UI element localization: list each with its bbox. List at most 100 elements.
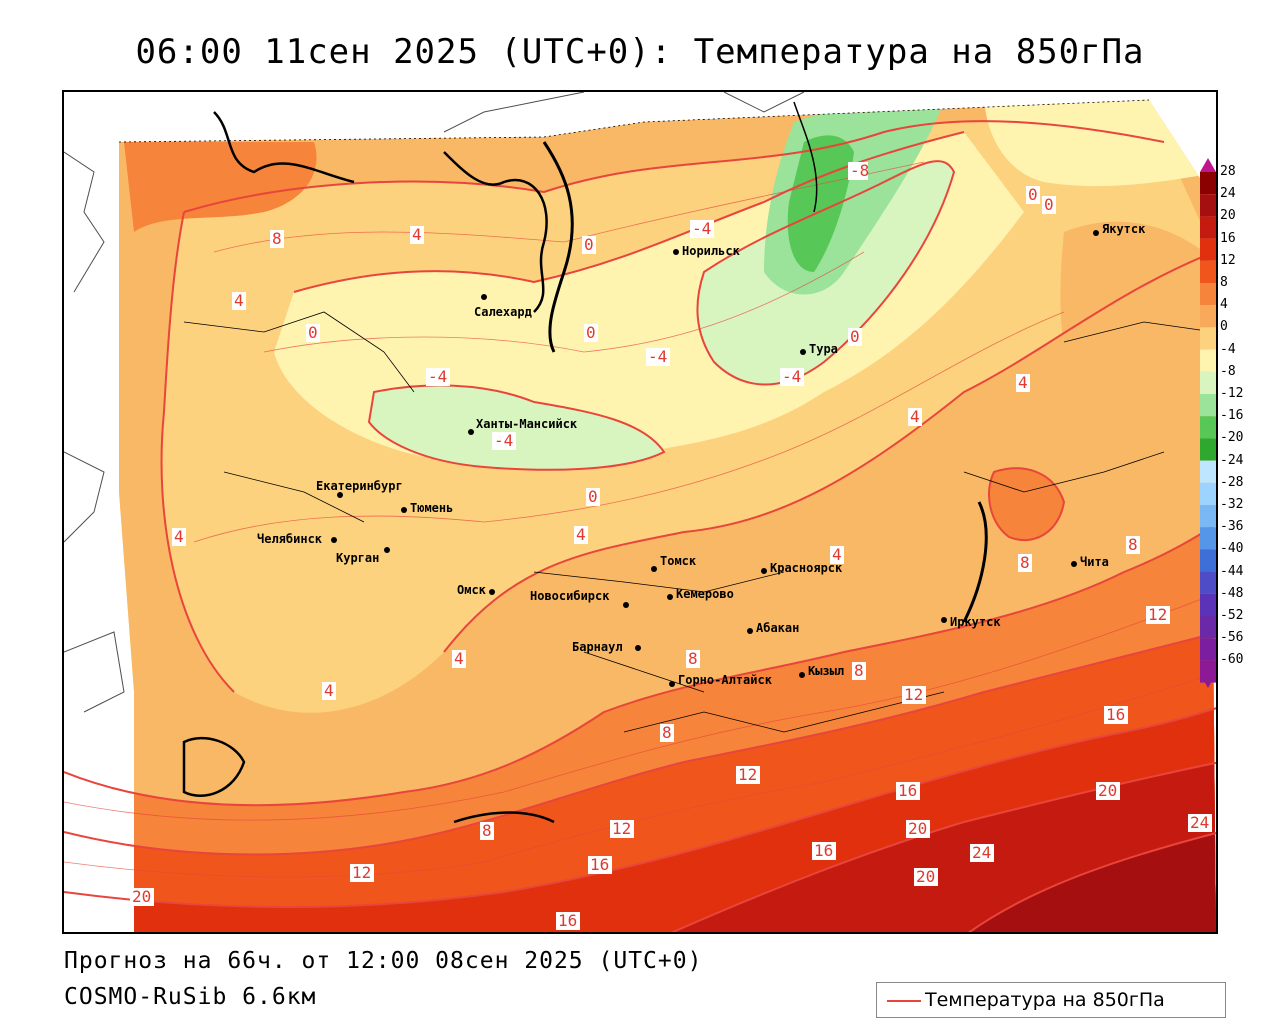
svg-text:20: 20 xyxy=(1098,781,1117,800)
svg-text:8: 8 xyxy=(482,821,492,840)
scale-label: -44 xyxy=(1220,563,1244,579)
svg-text:Кызыл: Кызыл xyxy=(808,664,844,678)
scale-label: -36 xyxy=(1220,519,1244,535)
svg-text:16: 16 xyxy=(814,841,833,860)
svg-text:Томск: Томск xyxy=(660,554,697,568)
svg-text:Иркутск: Иркутск xyxy=(950,615,1001,629)
scale-cell xyxy=(1200,371,1216,394)
svg-text:0: 0 xyxy=(308,323,318,342)
city-omsk: Омск xyxy=(457,583,495,597)
svg-text:16: 16 xyxy=(1106,705,1125,724)
scale-label: -52 xyxy=(1220,608,1244,623)
scale-cell xyxy=(1200,327,1216,350)
svg-text:0: 0 xyxy=(1028,185,1038,204)
svg-text:Барнаул: Барнаул xyxy=(572,640,623,654)
svg-text:4: 4 xyxy=(454,649,464,668)
svg-text:-8: -8 xyxy=(850,161,869,180)
city-chelyabinsk: Челябинск xyxy=(257,532,337,546)
scale-cell xyxy=(1200,172,1216,195)
city-krasnoyarsk: Красноярск xyxy=(761,561,843,575)
svg-text:Салехард: Салехард xyxy=(474,305,532,319)
scale-label: 20 xyxy=(1220,208,1236,224)
svg-text:16: 16 xyxy=(898,781,917,800)
scale-top-arrow xyxy=(1200,158,1216,172)
city-chita: Чита xyxy=(1071,555,1109,569)
scale-cell xyxy=(1200,616,1216,639)
scale-label: -24 xyxy=(1220,452,1244,468)
city-kemerovo: Кемерово xyxy=(667,587,734,601)
svg-text:0: 0 xyxy=(1044,195,1054,214)
svg-text:8: 8 xyxy=(272,229,282,248)
svg-text:Якутск: Якутск xyxy=(1102,222,1146,236)
svg-text:4: 4 xyxy=(910,407,920,426)
svg-text:Новосибирск: Новосибирск xyxy=(530,589,610,603)
svg-text:16: 16 xyxy=(590,855,609,874)
city-irkutsk: Иркутск xyxy=(941,615,1001,629)
scale-cell xyxy=(1200,194,1216,217)
city-yakutsk: Якутск xyxy=(1093,222,1146,236)
model-info: COSMO-RuSib 6.6км xyxy=(64,984,317,1010)
city-kurgan: Курган xyxy=(336,547,390,565)
svg-text:8: 8 xyxy=(1128,535,1138,554)
scale-cell xyxy=(1200,260,1216,283)
svg-text:4: 4 xyxy=(1018,373,1028,392)
city-tura: Тура xyxy=(800,342,838,356)
scale-label: -4 xyxy=(1220,341,1236,357)
svg-text:4: 4 xyxy=(324,681,334,700)
svg-text:Норильск: Норильск xyxy=(682,244,741,258)
scale-cell xyxy=(1200,638,1216,661)
scale-label: 24 xyxy=(1220,186,1236,202)
svg-text:12: 12 xyxy=(738,765,757,784)
svg-text:8: 8 xyxy=(854,661,864,680)
scale-label: -28 xyxy=(1220,474,1244,490)
cities: Якутск Норильск Салехард Тура Ханты-Манс… xyxy=(257,222,1146,687)
scale-label: -12 xyxy=(1220,386,1244,401)
svg-text:16: 16 xyxy=(558,911,577,930)
svg-text:8: 8 xyxy=(1020,553,1030,572)
svg-text:12: 12 xyxy=(612,819,631,838)
scale-label: 28 xyxy=(1220,164,1236,179)
scale-label: 12 xyxy=(1220,252,1236,268)
svg-text:24: 24 xyxy=(972,843,991,862)
city-khanty-mansiysk: Ханты-Мансийск xyxy=(468,417,578,435)
scale-bottom-arrow xyxy=(1200,674,1216,688)
svg-text:20: 20 xyxy=(916,867,935,886)
scale-label: 16 xyxy=(1220,230,1236,246)
city-gorno-altaysk: Горно-Алтайск xyxy=(669,673,773,687)
legend-label: Температура на 850гПа xyxy=(925,989,1165,1011)
svg-text:-4: -4 xyxy=(648,347,667,366)
svg-text:Красноярск: Красноярск xyxy=(770,561,843,575)
svg-text:Тюмень: Тюмень xyxy=(410,501,453,515)
city-norilsk: Норильск xyxy=(673,244,741,258)
city-yekaterinburg: Екатеринбург xyxy=(316,479,403,498)
svg-text:Челябинск: Челябинск xyxy=(257,532,323,546)
scale-label: -56 xyxy=(1220,630,1244,646)
city-tomsk: Томск xyxy=(651,554,697,572)
svg-text:4: 4 xyxy=(832,545,842,564)
svg-text:8: 8 xyxy=(662,723,672,742)
svg-text:24: 24 xyxy=(1190,813,1209,832)
scale-label: -60 xyxy=(1220,652,1244,668)
scale-cell xyxy=(1200,482,1216,505)
scale-label: 8 xyxy=(1220,275,1228,290)
scale-label: -8 xyxy=(1220,363,1236,379)
scale-label: -32 xyxy=(1220,497,1244,512)
svg-text:-4: -4 xyxy=(782,367,801,386)
svg-text:20: 20 xyxy=(132,887,151,906)
svg-text:4: 4 xyxy=(412,225,422,244)
svg-text:Курган: Курган xyxy=(336,551,379,565)
svg-text:12: 12 xyxy=(904,685,923,704)
svg-text:12: 12 xyxy=(352,863,371,882)
scale-cell xyxy=(1200,549,1216,572)
scale-cell xyxy=(1200,216,1216,239)
scale-cell xyxy=(1200,283,1216,306)
scale-label: -48 xyxy=(1220,585,1244,601)
city-novosibirsk: Новосибирск xyxy=(530,589,629,608)
scale-label: -40 xyxy=(1220,541,1244,557)
forecast-info: Прогноз на 66ч. от 12:00 08сен 2025 (UTC… xyxy=(64,948,703,974)
svg-text:Ханты-Мансийск: Ханты-Мансийск xyxy=(476,417,578,431)
scale-cell xyxy=(1200,460,1216,483)
svg-text:Екатеринбург: Екатеринбург xyxy=(316,479,403,493)
svg-text:Чита: Чита xyxy=(1080,555,1109,569)
scale-label: -16 xyxy=(1220,408,1244,424)
